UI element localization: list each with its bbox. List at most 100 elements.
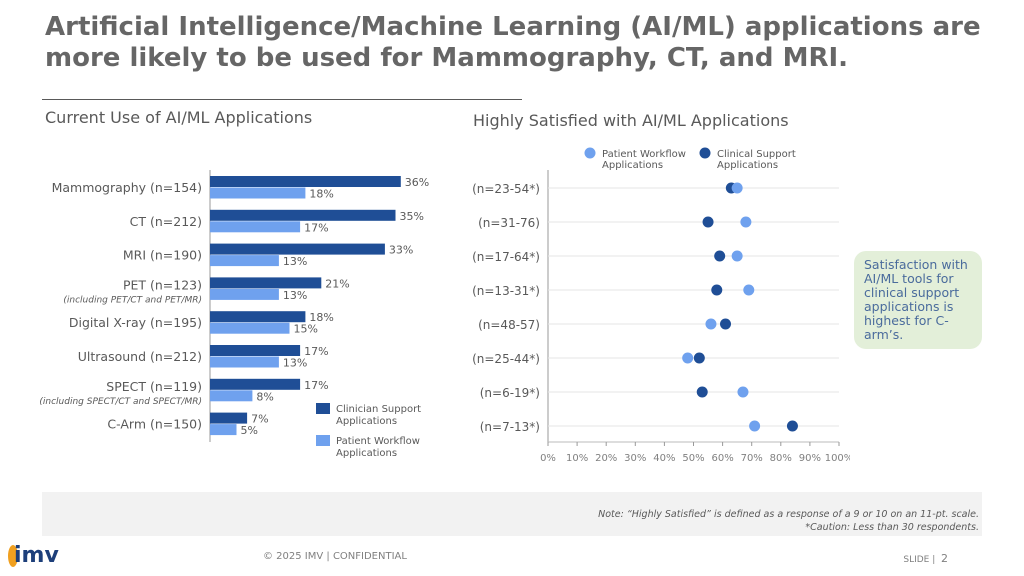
dot-clinical xyxy=(711,284,723,296)
category-label: (n=25-44*) xyxy=(472,352,540,366)
category-label: (n=13-31*) xyxy=(472,284,540,298)
dot-patient xyxy=(749,420,761,432)
value-label: 33% xyxy=(389,244,413,257)
bar-patient xyxy=(210,187,306,199)
category-label: Mammography (n=154) xyxy=(52,180,202,195)
x-tick-label: 80% xyxy=(770,453,792,464)
dot-clinical xyxy=(786,420,798,432)
x-tick-label: 40% xyxy=(653,453,675,464)
legend-label: Clinician Support Applications xyxy=(336,404,421,427)
dot-patient xyxy=(682,352,694,364)
bar-chart: Mammography (n=154) 36% 18% CT (n=212) 35% 17… xyxy=(39,170,429,459)
bar-clinician xyxy=(210,412,248,424)
callout-text: Satisfaction with AI/ML tools for clinic… xyxy=(864,257,968,342)
note-line: Note: “Highly Satisfied” is defined as a… xyxy=(598,509,979,520)
bar-clinician xyxy=(210,345,301,356)
bar-chart-title: Current Use of AI/ML Applications xyxy=(45,108,313,127)
category-label: C-Arm (n=150) xyxy=(107,417,202,432)
bar-patient xyxy=(210,424,237,436)
divider xyxy=(42,99,522,100)
imv-logo: imv xyxy=(8,543,59,568)
category-label: (n=7-13*) xyxy=(480,420,540,434)
bar-clinician xyxy=(210,209,396,221)
value-label: 15% xyxy=(294,323,318,336)
dot-clinical xyxy=(714,250,726,262)
x-tick-label: 0% xyxy=(540,453,556,464)
x-tick-label: 30% xyxy=(624,453,646,464)
x-tick-label: 20% xyxy=(595,453,617,464)
callout-box: Satisfaction with AI/ML tools for clinic… xyxy=(854,251,982,349)
dot-patient xyxy=(743,284,755,296)
copyright: © 2025 IMV | CONFIDENTIAL xyxy=(263,551,407,562)
value-label: 13% xyxy=(283,289,307,302)
value-label: 36% xyxy=(405,176,429,189)
logo-text: imv xyxy=(14,543,59,568)
bar-clinician xyxy=(210,311,306,323)
category-label: (n=23-54*) xyxy=(472,182,540,196)
legend-marker xyxy=(584,147,596,159)
note-box: Note: “Highly Satisfied” is defined as a… xyxy=(42,492,982,536)
value-label: 13% xyxy=(283,255,307,268)
bar-clinician xyxy=(210,243,385,255)
slide-number-value: 2 xyxy=(941,552,948,565)
slide-label: SLIDE | xyxy=(903,555,936,565)
value-label: 18% xyxy=(309,188,333,201)
value-label: 7% xyxy=(251,413,268,426)
category-label: CT (n=212) xyxy=(130,214,202,229)
category-label: Digital X-ray (n=195) xyxy=(69,315,202,330)
dot-patient xyxy=(731,182,743,194)
value-label: 17% xyxy=(304,379,328,392)
value-label: 8% xyxy=(256,390,273,403)
bar-clinician xyxy=(210,277,322,289)
bar-patient xyxy=(210,322,290,334)
value-label: 17% xyxy=(304,345,328,358)
category-sublabel: (including SPECT/CT and SPECT/MR) xyxy=(39,397,202,407)
x-tick-label: 10% xyxy=(566,453,588,464)
dot-plot-chart: 0% 10% 20% 30% 40% 50% 60% 70% 80% 90% 100% (n=23-5… xyxy=(472,147,850,464)
legend-swatch xyxy=(316,403,330,414)
value-label: 13% xyxy=(283,357,307,370)
legend-label: Clinical Support xyxy=(717,149,796,160)
category-label: PET (n=123) xyxy=(123,277,202,292)
note-line: *Caution: Less than 30 respondents. xyxy=(805,522,979,533)
dot-clinical xyxy=(696,386,708,398)
category-label: (n=17-64*) xyxy=(472,250,540,264)
category-label: MRI (n=190) xyxy=(123,248,202,263)
bar-patient xyxy=(210,255,279,267)
value-label: 17% xyxy=(304,221,328,234)
category-label: Ultrasound (n=212) xyxy=(78,349,202,364)
value-label: 21% xyxy=(325,277,349,290)
bar-patient xyxy=(210,221,301,233)
x-tick-label: 50% xyxy=(682,453,704,464)
dot-clinical xyxy=(693,352,705,364)
category-sublabel: (including PET/CT and PET/MR) xyxy=(63,295,202,305)
value-label: 18% xyxy=(309,311,333,324)
dot-clinical xyxy=(702,216,714,228)
bar-clinician xyxy=(210,378,301,390)
legend-label: Patient Workflow Applications xyxy=(336,436,420,459)
legend-marker xyxy=(699,147,711,159)
bar-patient xyxy=(210,356,279,368)
dot-patient xyxy=(705,318,717,330)
category-label: SPECT (n=119) xyxy=(106,379,202,394)
bar-patient xyxy=(210,288,279,300)
slide-number: SLIDE | 2 xyxy=(903,552,948,565)
value-label: 35% xyxy=(400,210,424,223)
dot-patient xyxy=(737,386,749,398)
bar-patient xyxy=(210,390,253,402)
category-label: (n=48-57) xyxy=(478,318,540,332)
dot-patient xyxy=(740,216,752,228)
value-label: 5% xyxy=(241,424,258,437)
x-tick-label: 90% xyxy=(799,453,821,464)
bar-clinician xyxy=(210,176,401,187)
x-tick-label: 70% xyxy=(741,453,763,464)
dot-clinical xyxy=(720,318,732,330)
legend-label: Applications xyxy=(717,160,778,171)
category-label: (n=31-76) xyxy=(478,216,540,230)
dot-chart-title: Highly Satisfied with AI/ML Applications xyxy=(473,111,789,130)
category-label: (n=6-19*) xyxy=(480,386,540,400)
legend-label: Patient Workflow xyxy=(602,149,686,160)
legend-swatch xyxy=(316,435,330,446)
x-tick-label: 60% xyxy=(711,453,733,464)
legend-label: Applications xyxy=(602,160,663,171)
